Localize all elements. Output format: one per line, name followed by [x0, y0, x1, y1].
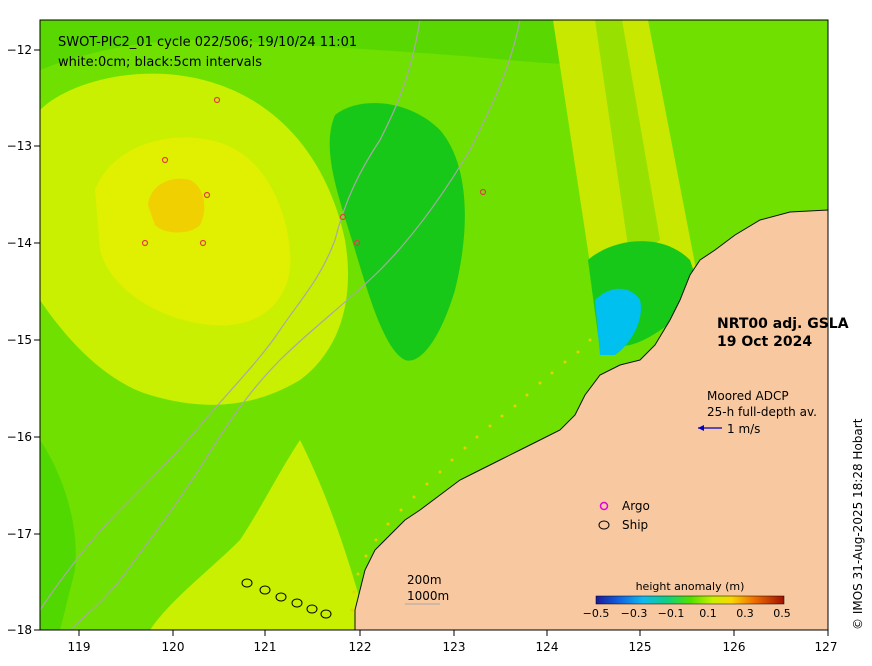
swot-swath-inner	[595, 20, 660, 260]
x-tick-label: 124	[536, 640, 559, 654]
header-title: SWOT-PIC2_01 cycle 022/506; 19/10/24 11:…	[58, 35, 357, 50]
anomaly-higher-region	[95, 137, 291, 326]
isobath-200m-label: 200m	[407, 573, 442, 587]
y-tick-label: −13	[7, 139, 32, 153]
colorbar-title: height anomaly (m)	[636, 580, 745, 593]
x-tick-label: 121	[254, 640, 277, 654]
colorbar-tick: 0.3	[736, 607, 754, 620]
swot-trough-inner	[595, 288, 641, 355]
header-subtitle: white:0cm; black:5cm intervals	[58, 55, 262, 70]
product-name: NRT00 adj. GSLA	[717, 316, 849, 332]
y-tick-label: −12	[7, 43, 32, 57]
plot-frame	[39, 19, 829, 631]
y-tick-label: −18	[7, 623, 32, 637]
x-tick-label: 126	[723, 640, 746, 654]
adcp-scale-label: 1 m/s	[727, 422, 760, 436]
isobath-200m	[40, 20, 421, 611]
adcp-subtitle: 25-h full-depth av.	[707, 405, 817, 419]
land-australia	[354, 209, 828, 630]
colorbar	[595, 595, 785, 605]
y-tick-label: −16	[7, 430, 32, 444]
y-tick-label: −15	[7, 333, 32, 347]
x-ticks	[78, 630, 829, 636]
coastal-dots	[350, 338, 592, 612]
colorbar-tick: −0.3	[621, 607, 648, 620]
ship-legend-label: Ship	[622, 518, 648, 532]
argo-legend-label: Argo	[622, 499, 650, 513]
ship-track	[241, 578, 332, 619]
colorbar-tick: −0.5	[583, 607, 610, 620]
x-tick-label: 119	[68, 640, 91, 654]
x-tick-label: 120	[162, 640, 185, 654]
y-ticks	[34, 49, 40, 631]
isobath-1000m	[69, 20, 521, 630]
anomaly-low-region-west	[40, 440, 76, 630]
colorbar-tick: −0.1	[658, 607, 685, 620]
argo-legend-icon	[599, 501, 609, 511]
credit-label: © IMOS 31-Aug-2025 18:28 Hobart	[851, 418, 865, 630]
anomaly-high-region-south	[150, 440, 365, 630]
x-tick-label: 127	[815, 640, 838, 654]
y-tick-label: −14	[7, 236, 32, 250]
x-tick-label: 122	[349, 640, 372, 654]
argo-markers	[141, 96, 487, 247]
product-date: 19 Oct 2024	[717, 334, 812, 350]
colorbar-tick: 0.1	[699, 607, 717, 620]
anomaly-mid-region-north	[40, 20, 640, 70]
x-tick-label: 123	[443, 640, 466, 654]
isobath-1000m-label: 1000m	[407, 589, 449, 603]
x-tick-label: 125	[629, 640, 652, 654]
y-tick-label: −17	[7, 527, 32, 541]
adcp-title: Moored ADCP	[707, 389, 789, 403]
anomaly-peak	[148, 178, 205, 233]
ship-legend-icon	[598, 520, 610, 530]
colorbar-tick: 0.5	[773, 607, 791, 620]
